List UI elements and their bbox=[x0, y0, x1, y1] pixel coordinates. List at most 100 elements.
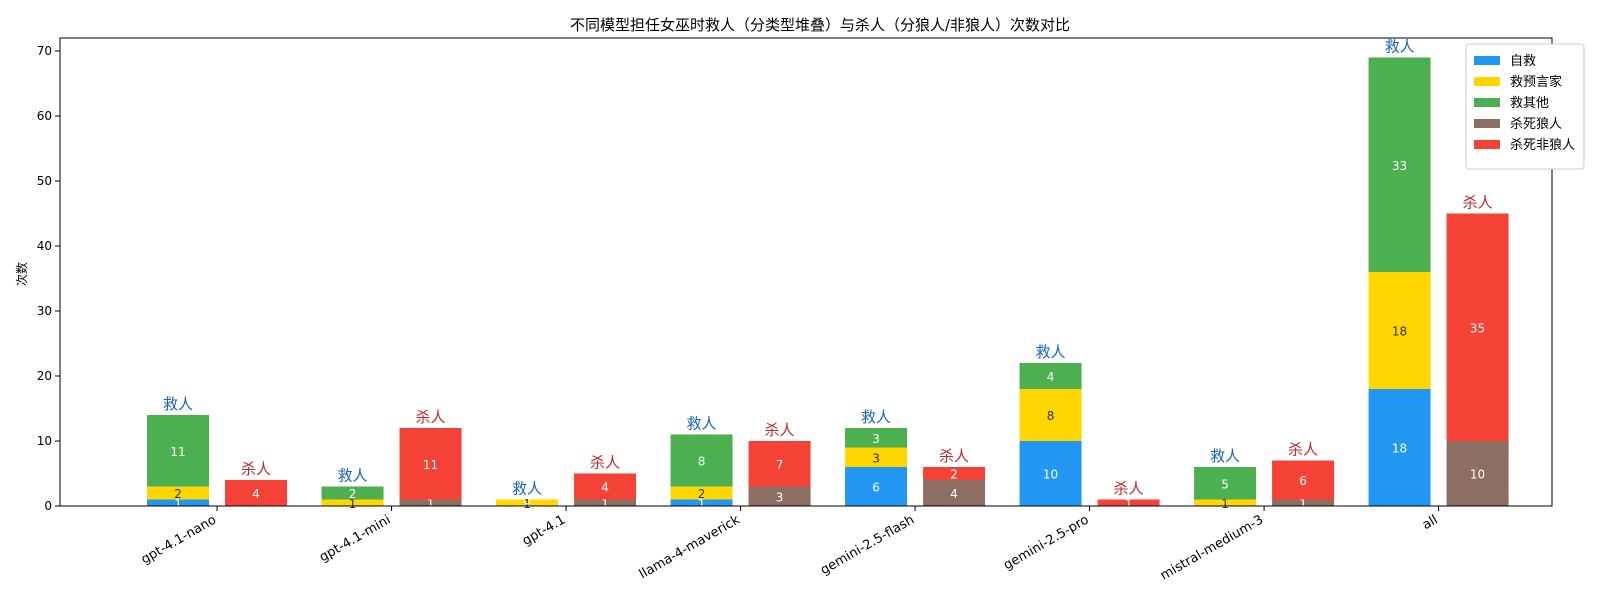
bar-segment bbox=[1368, 272, 1431, 389]
data-label: 0 bbox=[523, 500, 531, 514]
data-label: 6 bbox=[1299, 474, 1307, 488]
bar-segment bbox=[1194, 467, 1257, 500]
x-tick-label: gpt-4.1 bbox=[520, 512, 568, 548]
data-label: 1 bbox=[427, 497, 435, 511]
y-tick-label: 20 bbox=[37, 369, 52, 383]
legend-swatch bbox=[1474, 98, 1500, 107]
data-label: 10 bbox=[1043, 468, 1058, 482]
data-label: 1 bbox=[349, 497, 357, 511]
bar-top-label: 杀人 bbox=[1288, 441, 1318, 459]
bar-segment bbox=[1272, 499, 1335, 506]
bar-segment bbox=[496, 499, 559, 506]
bar-top-label: 杀人 bbox=[416, 408, 446, 426]
data-label: 0 bbox=[1221, 500, 1229, 514]
bar-segment bbox=[845, 428, 908, 448]
legend-label: 杀死狼人 bbox=[1510, 117, 1562, 132]
bar-segment bbox=[923, 480, 986, 506]
data-label: 33 bbox=[1392, 159, 1407, 173]
bar-top-label: 救人 bbox=[163, 395, 193, 413]
bar-segment bbox=[1368, 57, 1431, 272]
legend-swatch bbox=[1474, 56, 1500, 65]
y-axis-label: 次数 bbox=[14, 262, 29, 286]
bar-segment bbox=[147, 415, 210, 487]
legend-label: 救预言家 bbox=[1510, 74, 1562, 90]
bar-top-label: 救人 bbox=[1385, 38, 1415, 56]
data-label: 1 bbox=[698, 497, 706, 511]
data-label: 3 bbox=[872, 451, 880, 465]
data-label: 0 bbox=[349, 500, 357, 514]
y-tick-label: 70 bbox=[37, 44, 52, 58]
legend-swatch bbox=[1474, 119, 1500, 128]
bar-segment bbox=[147, 486, 210, 500]
data-label: 11 bbox=[423, 458, 438, 472]
bar-segment bbox=[1019, 389, 1082, 441]
bar-segment bbox=[670, 486, 733, 500]
data-label: 0 bbox=[523, 494, 531, 508]
data-label: 4 bbox=[252, 487, 260, 501]
bar-top-label: 杀人 bbox=[590, 454, 620, 472]
bar-top-label: 杀人 bbox=[1463, 194, 1493, 212]
legend-swatch bbox=[1474, 140, 1500, 149]
data-label: 1 bbox=[1299, 497, 1307, 511]
bar-segment bbox=[1446, 213, 1509, 441]
y-tick-label: 30 bbox=[37, 304, 52, 318]
bar-segment bbox=[1097, 499, 1160, 506]
x-tick-label: gemini-2.5-flash bbox=[818, 512, 917, 578]
bar-segment bbox=[670, 499, 733, 506]
y-tick-label: 50 bbox=[37, 174, 52, 188]
bar-segment bbox=[225, 480, 288, 506]
data-label: 8 bbox=[1047, 409, 1055, 423]
data-label: 0 bbox=[1125, 500, 1133, 514]
data-label: 2 bbox=[349, 487, 357, 501]
data-label: 5 bbox=[1221, 477, 1229, 491]
legend-label: 自救 bbox=[1510, 53, 1536, 69]
x-tick-label: all bbox=[1420, 512, 1441, 533]
bar-top-label: 救人 bbox=[1210, 447, 1240, 465]
legend-label: 杀死非狼人 bbox=[1510, 138, 1575, 153]
data-label: 4 bbox=[950, 487, 958, 501]
x-tick-label: mistral-medium-3 bbox=[1158, 512, 1266, 583]
y-tick-label: 0 bbox=[44, 499, 52, 513]
bar-segment bbox=[574, 473, 637, 500]
bar-segment bbox=[845, 447, 908, 467]
data-label: 1 bbox=[601, 497, 609, 511]
bar-segment bbox=[321, 499, 384, 506]
bar-top-label: 救人 bbox=[861, 408, 891, 426]
data-label: 0 bbox=[252, 500, 260, 514]
data-label: 4 bbox=[1047, 370, 1055, 384]
data-label: 4 bbox=[601, 481, 609, 495]
bar-segment bbox=[748, 486, 811, 506]
data-label: 1 bbox=[174, 497, 182, 511]
bar-top-label: 救人 bbox=[338, 467, 368, 485]
bar-segment bbox=[321, 486, 384, 500]
bar-segment bbox=[1368, 389, 1431, 506]
bar-top-label: 杀人 bbox=[939, 447, 969, 465]
bar-top-label: 救人 bbox=[1036, 343, 1066, 361]
data-label: 11 bbox=[170, 445, 185, 459]
legend-swatch bbox=[1474, 77, 1500, 86]
x-tick-label: gpt-4.1-nano bbox=[139, 512, 219, 567]
data-label: 1 bbox=[1221, 497, 1229, 511]
plot-area: 010203040506070gpt-4.1-nano1211救人04杀人gpt… bbox=[37, 37, 1585, 584]
bar-segment bbox=[748, 441, 811, 487]
data-label: 6 bbox=[872, 481, 880, 495]
bar-top-label: 杀人 bbox=[241, 460, 271, 478]
x-tick-label: llama-4-maverick bbox=[637, 512, 743, 582]
bar-top-label: 救人 bbox=[512, 480, 542, 498]
plot-frame bbox=[59, 37, 1553, 507]
y-tick-label: 40 bbox=[37, 239, 52, 253]
data-label: 10 bbox=[1470, 468, 1485, 482]
bar-segment bbox=[1446, 441, 1509, 506]
bar-top-label: 杀人 bbox=[1114, 480, 1144, 498]
data-label: 8 bbox=[698, 455, 706, 469]
bar-segment bbox=[399, 428, 462, 500]
data-label: 3 bbox=[776, 490, 784, 504]
bar-segment bbox=[574, 499, 637, 506]
bar-segment bbox=[1194, 499, 1257, 506]
x-tick-label: gemini-2.5-pro bbox=[1001, 512, 1091, 573]
bar-segment bbox=[1272, 460, 1335, 500]
x-tick-label: gpt-4.1-mini bbox=[317, 512, 394, 565]
bar-top-label: 杀人 bbox=[765, 421, 795, 439]
data-label: 1 bbox=[1125, 497, 1133, 511]
